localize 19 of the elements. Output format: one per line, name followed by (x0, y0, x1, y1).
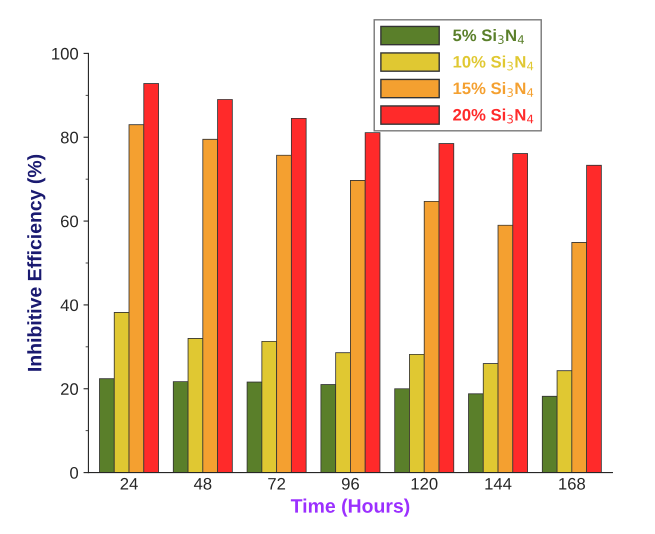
y-tick-label: 60 (61, 215, 78, 228)
x-tick-label: 72 (268, 478, 286, 490)
legend-label: 20% Si$_{3}$N$_{4}$ (453, 108, 534, 124)
x-tick-label: 120 (412, 478, 438, 490)
legend-label: 5% Si$_{3}$N$_{4}$ (453, 28, 524, 44)
x-tick-label: 24 (120, 478, 138, 490)
y-tick-label: 20 (61, 383, 78, 395)
y-axis-title: Inhibitive Efficiency (%) (27, 154, 46, 371)
x-tick-label: 48 (194, 478, 212, 490)
y-tick-label: 80 (60, 132, 78, 144)
legend-label: 10% Si$_{3}$N$_{4}$ (454, 55, 534, 70)
y-tick-label: 0 (70, 466, 78, 479)
x-tick-label: 168 (559, 478, 586, 490)
y-tick-label: 40 (60, 299, 78, 312)
x-axis-title: Time (Hours) (290, 498, 410, 517)
x-tick-label: 96 (342, 478, 359, 490)
legend-label: 15% Si$_{3}$N$_{4}$ (454, 82, 534, 97)
x-tick-label: 144 (485, 478, 512, 490)
y-tick-label: 100 (52, 48, 78, 60)
